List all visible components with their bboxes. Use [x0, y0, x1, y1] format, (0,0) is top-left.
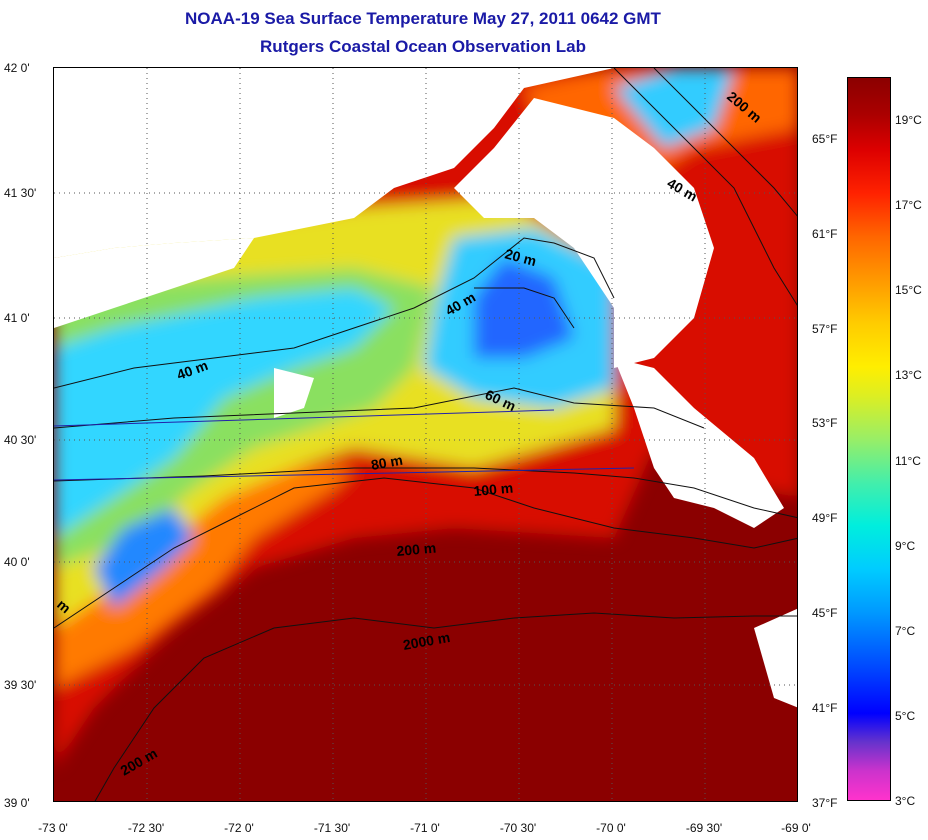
lat-tick-label: 42 0': [4, 61, 30, 75]
isobaths: [54, 68, 797, 801]
lon-tick-label: -69 30': [685, 821, 723, 835]
lon-tick-label: -69 0': [781, 821, 811, 835]
lon-tick-label: -71 30': [313, 821, 351, 835]
fahrenheit-label: 41°F: [812, 701, 838, 715]
celsius-label: 7°C: [895, 624, 916, 638]
celsius-label: 13°C: [895, 368, 922, 382]
isobath-label: 200 m: [396, 540, 437, 559]
fahrenheit-label: 57°F: [812, 322, 838, 336]
celsius-label: 3°C: [895, 794, 916, 808]
lon-tick-label: -72 30': [127, 821, 165, 835]
fahrenheit-label: 65°F: [812, 132, 838, 146]
sst-map-canvas: 20 m 40 m 40 m 40 m 60 m 80 m 100 m 200 …: [54, 68, 797, 801]
celsius-label: 5°C: [895, 709, 916, 723]
temperature-colorbar: [847, 77, 891, 801]
map-title: NOAA-19 Sea Surface Temperature May 27, …: [185, 9, 661, 28]
lon-tick-label: -72 0': [224, 821, 254, 835]
fahrenheit-label: 61°F: [812, 227, 838, 241]
celsius-label: 9°C: [895, 539, 916, 553]
lat-tick-label: 41 0': [4, 311, 30, 325]
lat-tick-label: 39 30': [4, 678, 37, 692]
isobath-label: 80 m: [370, 452, 404, 473]
celsius-label: 11°C: [895, 454, 921, 468]
fahrenheit-label: 49°F: [812, 511, 838, 525]
lon-tick-label: -73 0': [38, 821, 68, 835]
lat-tick-label: 40 30': [4, 433, 37, 447]
sst-map: 20 m 40 m 40 m 40 m 60 m 80 m 100 m 200 …: [53, 67, 798, 802]
lat-tick-label: 40 0': [4, 555, 30, 569]
graticule: [54, 68, 797, 801]
isobath-label: 100 m: [473, 480, 514, 499]
lon-tick-label: -71 0': [410, 821, 440, 835]
map-subtitle: Rutgers Coastal Ocean Observation Lab: [260, 37, 586, 56]
lon-tick-label: -70 0': [596, 821, 626, 835]
sst-field: [54, 68, 797, 801]
celsius-label: 19°C: [895, 113, 922, 127]
lat-tick-label: 41 30': [4, 186, 37, 200]
celsius-label: 17°C: [895, 198, 922, 212]
celsius-label: 15°C: [895, 283, 922, 297]
fahrenheit-label: 37°F: [812, 796, 838, 810]
fahrenheit-label: 53°F: [812, 416, 838, 430]
isobath-label: 20 m: [503, 245, 538, 269]
lat-tick-label: 39 0': [4, 796, 30, 810]
track-lines: [54, 409, 635, 481]
fahrenheit-label: 45°F: [812, 606, 838, 620]
lon-tick-label: -70 30': [499, 821, 537, 835]
